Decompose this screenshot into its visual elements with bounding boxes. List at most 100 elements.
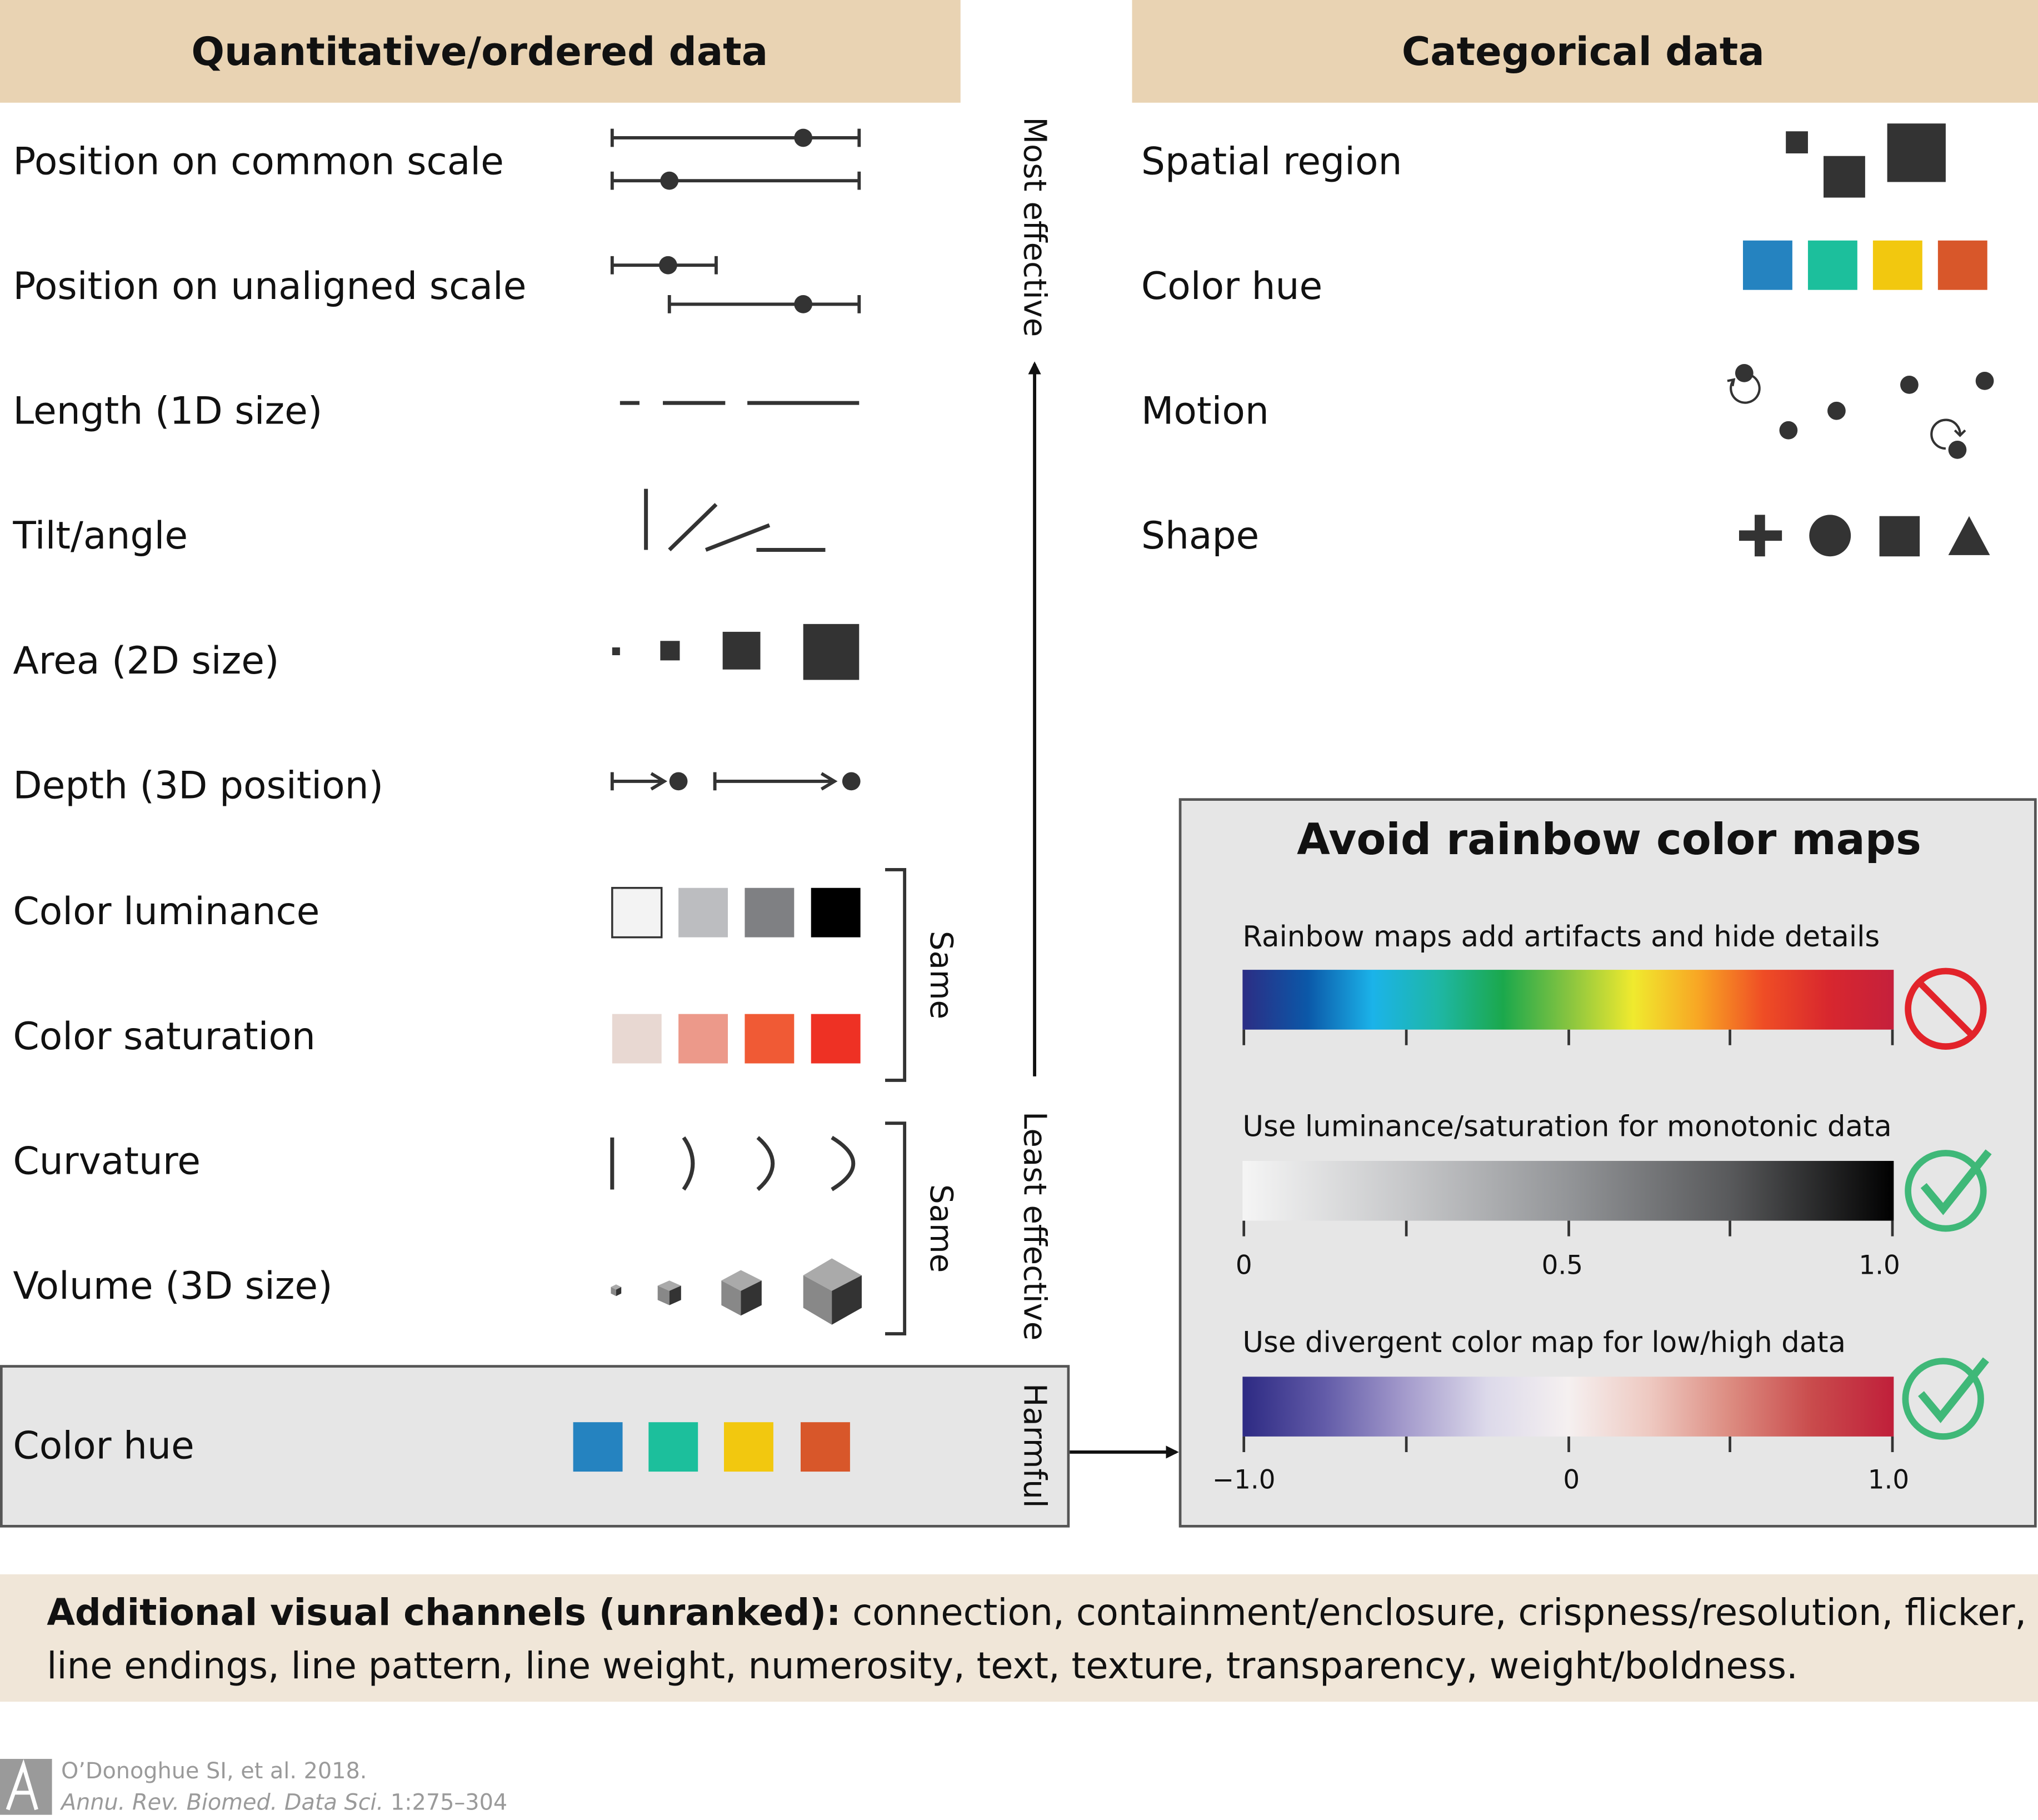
- harmful-side-label: Harmful: [1016, 1383, 1052, 1508]
- grayscale-colorbar: [1242, 1160, 1894, 1221]
- row-label-volume: Volume (3D size): [13, 1264, 332, 1308]
- cat-row-label-shape: Shape: [1141, 513, 1259, 557]
- ar-logo: [0, 1759, 52, 1815]
- categorical-hue-swatches: [1742, 240, 1987, 290]
- rainbow-box-title: Avoid rainbow color maps: [1297, 815, 1921, 865]
- luminance-swatch: [678, 887, 728, 938]
- luminance-caption: Use luminance/saturation for monotonic d…: [1242, 1110, 1891, 1144]
- rainbow-colorbar: [1242, 970, 1894, 1030]
- grayscale-colorbar-ticks: [1242, 1220, 1894, 1236]
- tick-label: 1.0: [1868, 1465, 1909, 1495]
- rotate-icon: [1730, 373, 1761, 404]
- hue-swatch-teal: [648, 1422, 698, 1472]
- row-label-luminance: Color luminance: [13, 889, 319, 933]
- citation-journal: Annu. Rev. Biomed. Data Sci.: [59, 1789, 383, 1815]
- harmful-row-label: Color hue: [13, 1424, 194, 1468]
- position-common-glyph: [610, 128, 861, 190]
- hue-swatch-blue: [1742, 240, 1792, 290]
- curvature-glyph: [610, 1135, 856, 1191]
- tick-label: 0: [1236, 1251, 1252, 1281]
- footer-line-2: line endings, line pattern, line weight,…: [47, 1645, 1798, 1687]
- footer-bold-label: Additional visual channels (unranked):: [47, 1592, 841, 1634]
- footer-line-1-rest: connection, containment/enclosure, crisp…: [841, 1592, 2026, 1634]
- volume-cube-l: [803, 1258, 862, 1325]
- position-unaligned-glyph: [610, 256, 861, 313]
- cat-row-label-spatial: Spatial region: [1141, 139, 1402, 183]
- citation-line-2: Annu. Rev. Biomed. Data Sci. 1:275–304: [59, 1789, 507, 1815]
- saturation-swatch: [745, 1014, 795, 1064]
- same-bracket-2: [885, 1121, 907, 1336]
- rainbow-caption: Rainbow maps add artifacts and hide deta…: [1242, 920, 1880, 954]
- citation-line-1: O’Donoghue SI, et al. 2018.: [61, 1758, 367, 1784]
- check-icon: [1905, 1149, 1992, 1232]
- left-header-title: Quantitative/ordered data: [191, 29, 768, 74]
- row-label-saturation: Color saturation: [13, 1014, 316, 1058]
- saturation-swatch: [612, 1014, 662, 1064]
- luminance-swatch: [811, 887, 861, 938]
- cat-row-label-hue: Color hue: [1141, 264, 1322, 308]
- same-bracket-1: [885, 868, 907, 1082]
- row-label-curvature: Curvature: [13, 1139, 201, 1183]
- cat-row-label-motion: Motion: [1141, 389, 1269, 433]
- harmful-box: [0, 1365, 1070, 1528]
- grayscale-tick-labels: 0 0.5 1.0: [1236, 1251, 1900, 1281]
- row-label-tilt: Tilt/angle: [12, 513, 188, 557]
- no-sign-icon: [1905, 968, 1987, 1050]
- divergent-colorbar-ticks: [1242, 1436, 1894, 1452]
- rotate-icon: [1930, 418, 1961, 450]
- tick-label: 1.0: [1859, 1251, 1900, 1281]
- square-shape-icon: [1879, 516, 1920, 557]
- row-label-area: Area (2D size): [13, 639, 279, 682]
- triangle-shape-icon: [1948, 516, 1990, 555]
- luminance-swatches: [611, 886, 861, 939]
- most-effective-label: Most effective: [1016, 117, 1052, 337]
- rainbow-colorbar-ticks: [1242, 1029, 1894, 1045]
- saturation-swatches: [612, 1014, 861, 1064]
- row-label-position-common: Position on common scale: [13, 139, 503, 183]
- area-glyph: [612, 624, 860, 680]
- divergent-tick-labels: −1.0 0 1.0: [1212, 1465, 1909, 1495]
- right-row-labels: Spatial region Color hue Motion Shape: [1141, 139, 1402, 557]
- tick-label: 0.5: [1542, 1251, 1583, 1281]
- shape-glyph: [1739, 515, 1990, 557]
- least-effective-label: Least effective: [1016, 1111, 1052, 1340]
- hue-swatch-yellow: [723, 1422, 773, 1472]
- check-icon: [1902, 1357, 1989, 1440]
- luminance-swatch: [745, 887, 795, 938]
- tick-label: 0: [1563, 1465, 1580, 1495]
- citation-pages: 1:275–304: [383, 1789, 507, 1815]
- row-label-position-unaligned: Position on unaligned scale: [13, 264, 526, 308]
- right-header-bar: [1132, 0, 2038, 103]
- volume-cube-m: [721, 1270, 762, 1316]
- right-header-title: Categorical data: [1402, 29, 1765, 74]
- tilt-glyph: [644, 488, 826, 552]
- left-header-bar: [0, 0, 961, 103]
- hue-swatch-orange: [1937, 240, 1987, 290]
- same-label-2: Same: [923, 1184, 959, 1273]
- row-label-length: Length (1D size): [13, 389, 322, 433]
- row-label-depth: Depth (3D position): [13, 763, 383, 807]
- divergent-colorbar: [1242, 1377, 1894, 1437]
- left-row-labels: Position on common scale Position on una…: [12, 139, 526, 1307]
- footer-line-1: Additional visual channels (unranked): c…: [47, 1592, 2026, 1634]
- saturation-swatch: [678, 1014, 728, 1064]
- spatial-region-glyph: [1786, 123, 1946, 198]
- same-label-1: Same: [923, 931, 959, 1019]
- divergent-caption: Use divergent color map for low/high dat…: [1242, 1326, 1846, 1359]
- footer-band: [0, 1574, 2038, 1702]
- saturation-swatch: [811, 1014, 861, 1064]
- motion-glyph: [1727, 364, 1994, 459]
- hue-swatch-yellow: [1872, 240, 1922, 290]
- volume-glyph: [611, 1258, 862, 1325]
- hue-swatch-teal: [1807, 240, 1857, 290]
- tick-label: −1.0: [1212, 1465, 1276, 1495]
- volume-cube-s: [657, 1280, 681, 1305]
- hue-swatch-orange: [801, 1422, 850, 1472]
- hue-swatch-blue: [573, 1422, 623, 1472]
- circle-shape-icon: [1809, 515, 1851, 557]
- harmful-hue-swatches: [573, 1422, 850, 1472]
- volume-cube-xs: [611, 1284, 622, 1297]
- depth-glyph: [610, 772, 861, 791]
- luminance-swatch: [611, 886, 663, 939]
